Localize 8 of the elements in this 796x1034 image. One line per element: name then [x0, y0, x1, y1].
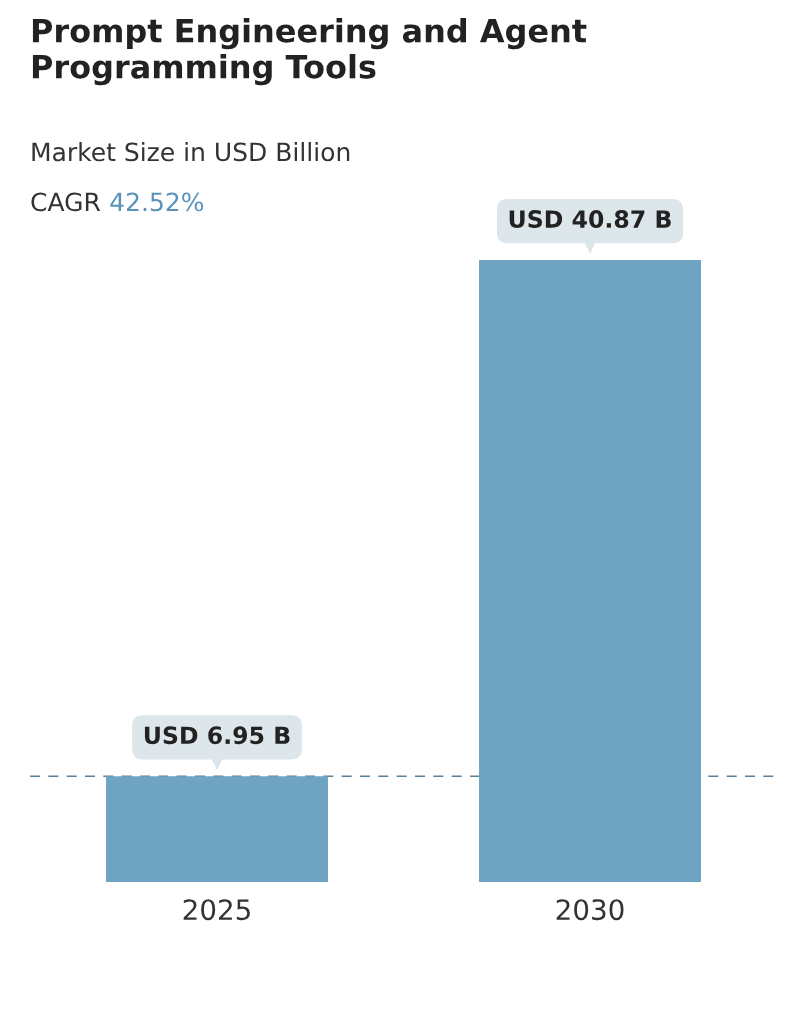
text: 42.52% — [110, 192, 204, 212]
chart-title: Prompt Engineering and Agent Programming Tools — [32, 18, 587, 86]
text: CAGR — [31, 192, 101, 212]
data-label: USD 40.87 B — [509, 210, 671, 228]
chart-subtitle: Market Size in USD Billion — [32, 142, 350, 162]
data-label: USD 6.95 B — [144, 726, 290, 745]
x-tick-label: 2030 — [556, 899, 624, 921]
x-tick-label: 2025 — [183, 899, 250, 921]
